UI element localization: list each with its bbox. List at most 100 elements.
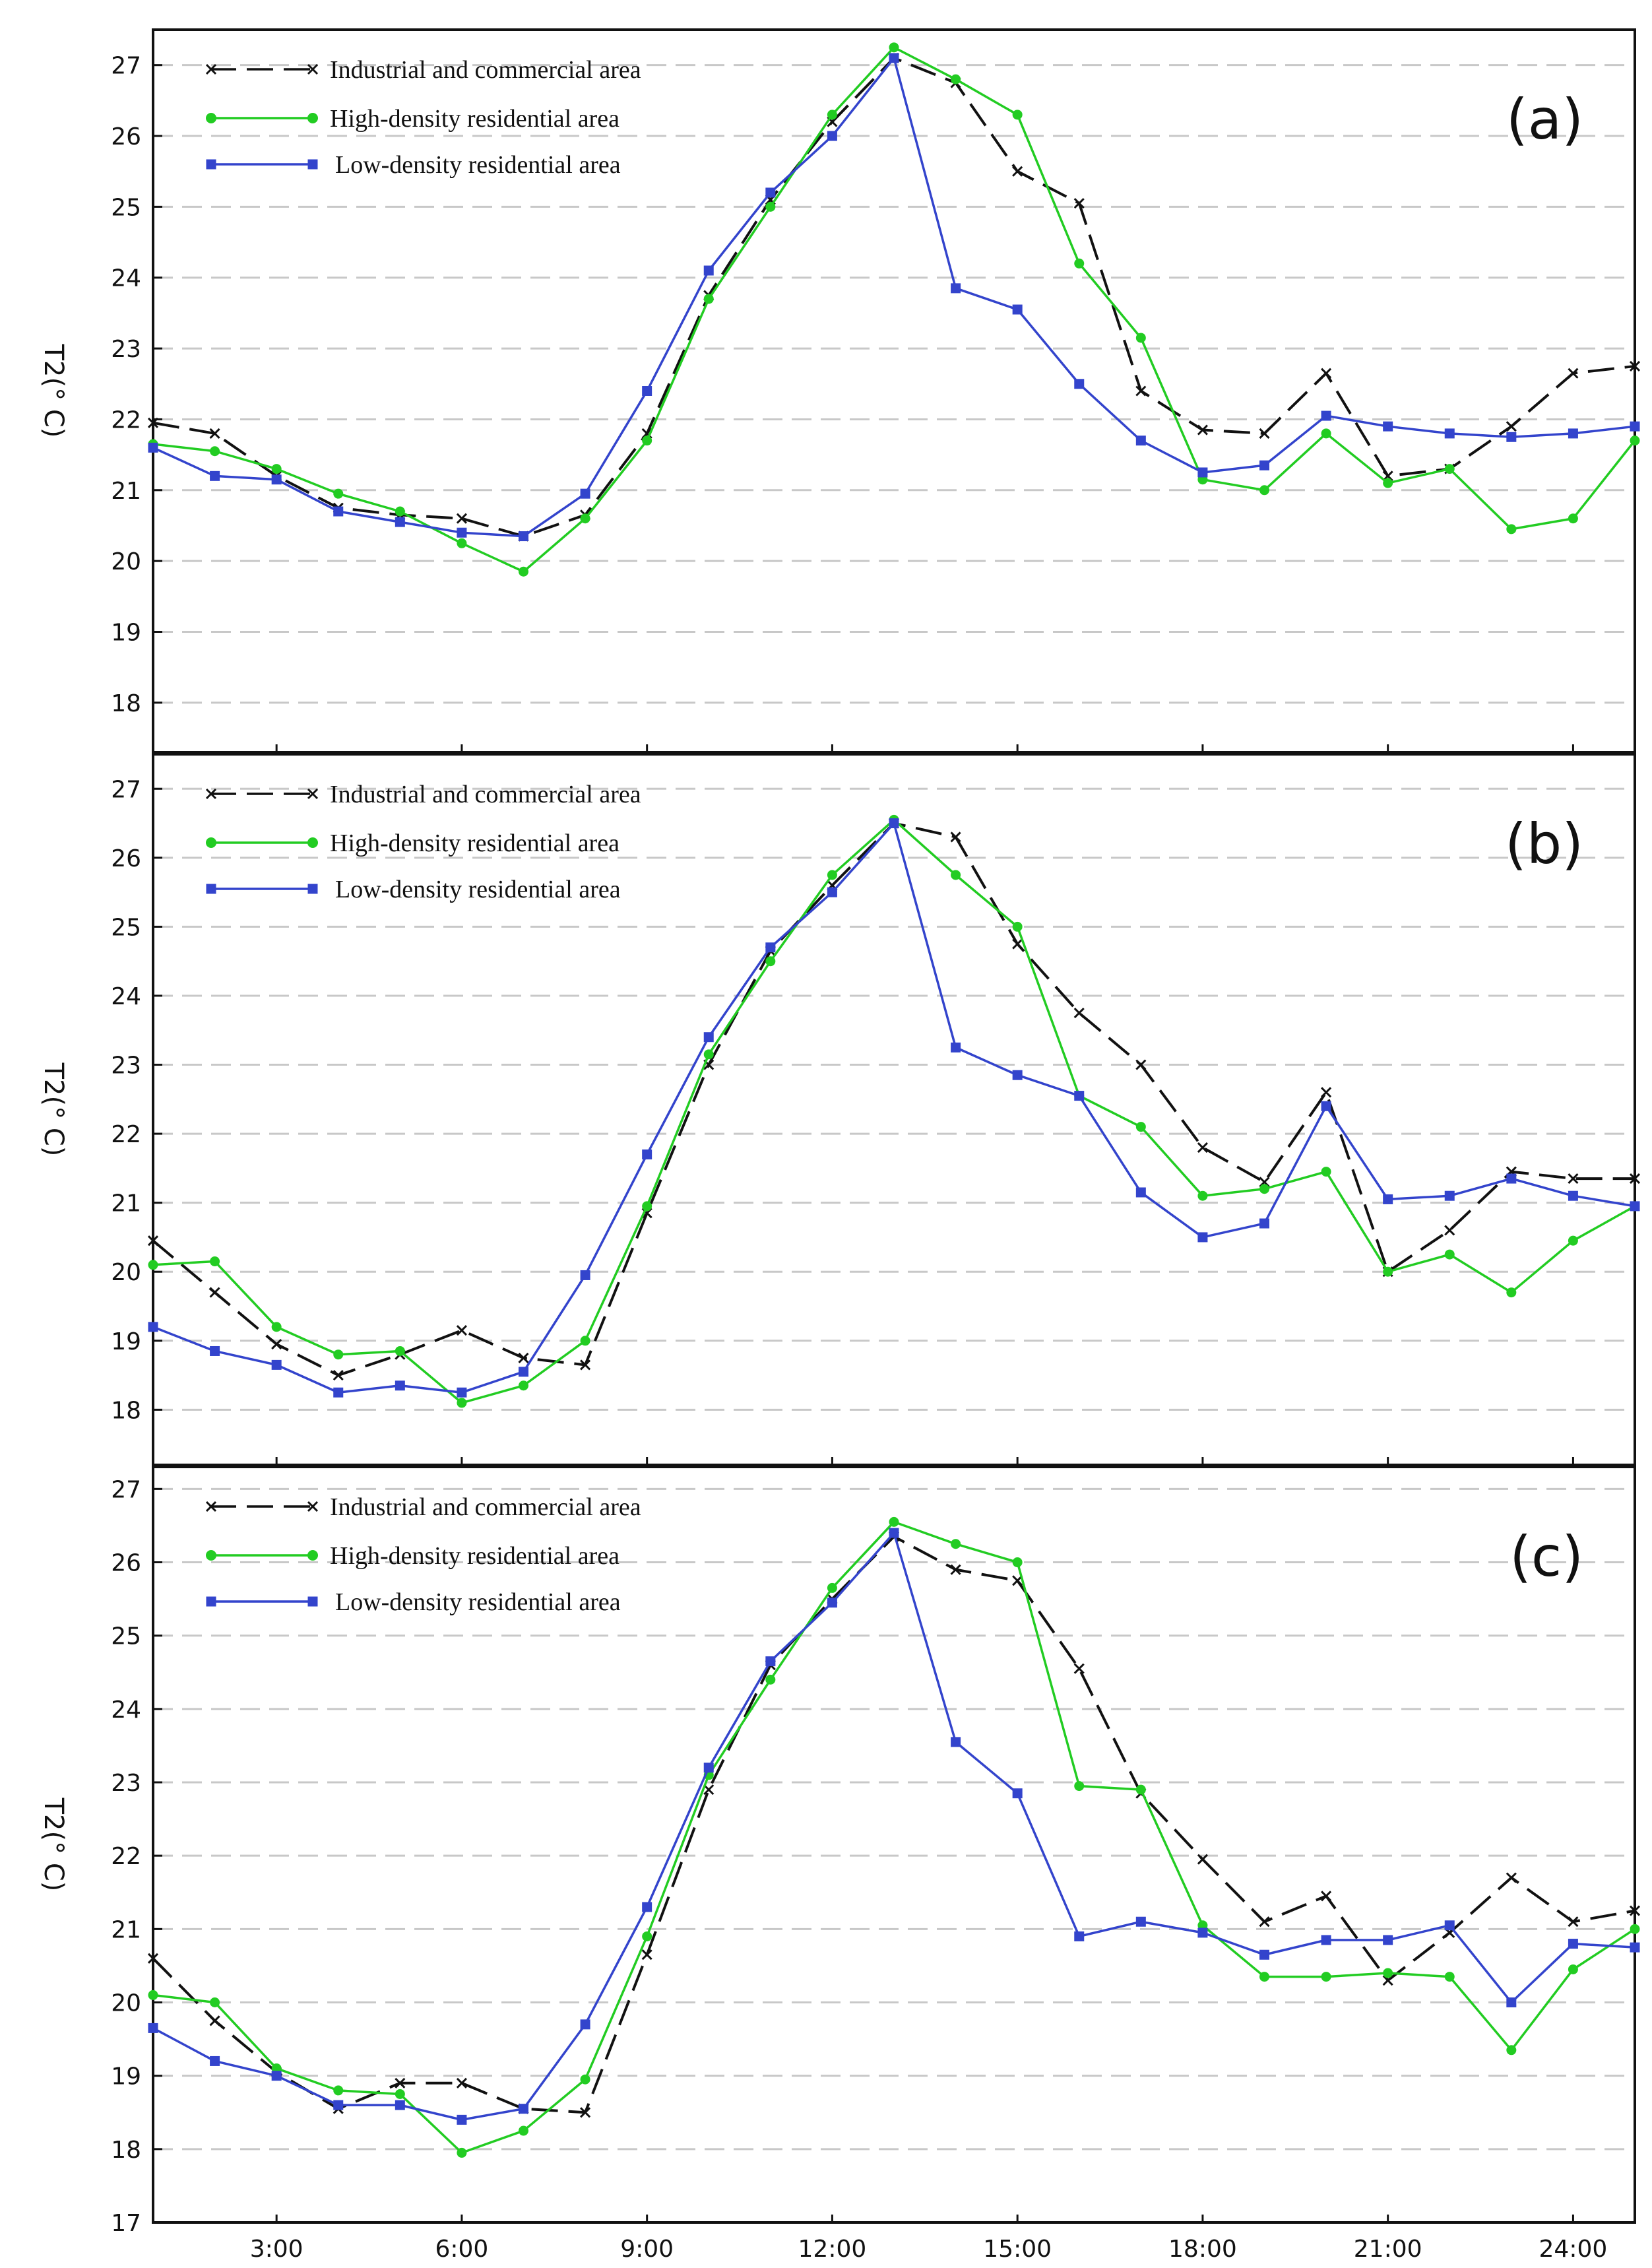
data-point [951,1042,961,1053]
data-point [1197,1928,1208,1938]
data-point [1321,1087,1332,1098]
series-line [152,822,1635,1377]
data-point [1135,1122,1146,1132]
y-tick-label: 21 [111,1916,141,1943]
data-point [1630,1201,1640,1212]
series-high_density [148,1516,1640,2158]
y-tick-label: 23 [111,1770,141,1797]
x-tick-label: 15:00 [983,2236,1052,2263]
plot-frame [152,1466,1636,2224]
legend-marker [206,113,216,123]
data-point [827,870,837,880]
data-point [642,1931,652,1941]
legend-marker [205,63,217,75]
data-point [209,2015,220,2026]
legend-marker [307,1501,319,1512]
data-point [1321,1972,1331,1982]
data-point [456,513,467,524]
data-point [580,1270,590,1280]
data-point [1444,1225,1455,1236]
legend-marker [307,113,318,123]
data-point [333,1387,344,1398]
data-point [580,2107,591,2118]
data-point [1074,258,1085,269]
data-point [1074,379,1085,389]
data-point [642,1201,652,1212]
series-low_density [148,53,1640,542]
data-point [1197,1232,1208,1243]
data-point [1383,478,1393,488]
data-point [580,1336,590,1346]
data-point [1568,513,1578,524]
data-point [518,1352,529,1363]
data-point [1259,1949,1269,1960]
series-low_density [148,818,1640,1398]
y-tick-label: 19 [111,2063,141,2090]
y-tick-label: 23 [111,1053,141,1080]
data-point [209,428,220,439]
data-point [457,527,467,538]
data-point [1506,421,1517,432]
series-line [152,1535,1636,2114]
data-point [457,1387,467,1398]
data-point [456,2077,467,2089]
data-point [1135,436,1146,446]
y-axis-label: T2(° C) [38,1062,69,1157]
data-point [827,110,837,120]
data-point [457,2114,467,2125]
y-tick-label: 21 [111,478,141,505]
series-low_density [148,1528,1640,2125]
legend-label-low_density: Low-density residential area [335,876,621,903]
data-point [1629,1905,1641,1916]
data-point [1444,464,1455,474]
data-point [580,513,590,524]
data-point [1012,304,1023,315]
data-point [1444,1920,1455,1931]
legend-label-high_density: High-density residential area [330,105,620,133]
data-point [1383,1194,1393,1204]
data-point [457,538,467,548]
legend-marker [206,1596,216,1607]
y-tick-label: 20 [111,1990,141,2017]
data-point [1259,1184,1269,1194]
data-point [333,488,344,499]
y-tick-label: 26 [111,123,141,150]
y-tick-label: 18 [111,2137,141,2164]
legend-marker [307,159,318,170]
legend: Industrial and commercial area High-densi… [205,56,641,179]
y-tick-label: 18 [111,1397,141,1424]
data-point [1506,1872,1517,1883]
data-point [1630,421,1640,432]
legend-marker [206,837,216,848]
data-point [395,2077,406,2089]
data-point [333,1349,344,1360]
y-tick-label: 19 [111,1328,141,1355]
data-point [1568,1964,1578,1974]
data-point [889,818,899,829]
y-axis-label: T2(° C) [38,344,69,438]
data-point [1135,1059,1147,1070]
y-tick-label: 17 [111,2210,141,2237]
legend-marker [307,1596,318,1607]
chart-panel-b: 18 19 20 21 22 23 24 25 26 27 T2(° C) (b) Industrial… [38,753,1641,1466]
data-point [1630,436,1640,446]
x-tick-label: 6:00 [435,2236,488,2263]
data-point [827,887,837,897]
data-point [148,442,158,453]
x-tick-label: 24:00 [1539,2236,1608,2263]
data-point [271,2071,282,2081]
data-point [1074,1091,1085,1101]
data-point [1383,421,1393,432]
data-point [1073,1008,1085,1019]
data-point [1012,921,1023,932]
data-point [1630,1924,1640,1934]
data-point [889,1516,899,1527]
data-point [1135,385,1147,397]
y-tick-label: 27 [111,776,141,803]
data-point [1568,1190,1578,1201]
y-tick-label: 20 [111,1259,141,1286]
data-point [1012,1788,1023,1799]
y-tick-label: 24 [111,265,141,292]
data-point [1382,470,1393,482]
data-point [1135,1784,1146,1795]
